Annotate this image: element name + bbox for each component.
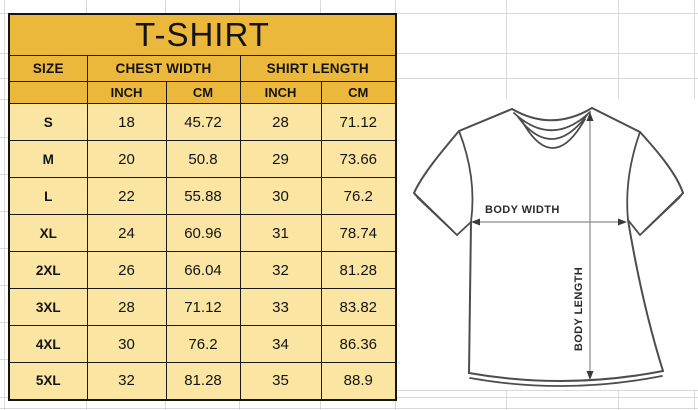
- size-cell[interactable]: 5XL: [8, 362, 88, 400]
- chart-title-cell[interactable]: T-SHIRT: [8, 13, 397, 56]
- chest-cm-cell[interactable]: 66.04: [165, 251, 241, 289]
- chest-inch-cell[interactable]: 20: [86, 140, 167, 178]
- chest-cm-cell[interactable]: 50.8: [165, 140, 241, 178]
- left-sleeve-outline: [413, 108, 513, 194]
- length-inch-cell[interactable]: 35: [239, 362, 322, 400]
- table-row: XL 24 60.96 31 78.74: [8, 214, 397, 252]
- chest-inch-cell[interactable]: 24: [86, 214, 167, 252]
- length-cm-cell[interactable]: 83.82: [320, 288, 397, 326]
- size-cell[interactable]: XL: [8, 214, 88, 252]
- collar-outline: [511, 107, 593, 122]
- body-width-label: BODY WIDTH: [485, 204, 560, 216]
- size-cell[interactable]: 4XL: [8, 325, 88, 363]
- body-length-label: BODY LENGTH: [573, 266, 585, 352]
- tshirt-measurement-diagram: BODY WIDTH BODY LENGTH: [397, 99, 698, 391]
- length-cm-cell[interactable]: 71.12: [320, 103, 397, 141]
- body-width-arrow: [471, 218, 627, 226]
- table-row: 4XL 30 76.2 34 86.36: [8, 325, 397, 363]
- length-cm-cell[interactable]: 76.2: [320, 177, 397, 215]
- body-length-arrow: [586, 112, 594, 380]
- chest-cm-cell[interactable]: 81.28: [165, 362, 241, 400]
- length-cm-cell[interactable]: 78.74: [320, 214, 397, 252]
- chest-inch-header[interactable]: INCH: [86, 81, 167, 104]
- length-inch-cell[interactable]: 29: [239, 140, 322, 178]
- length-inch-cell[interactable]: 30: [239, 177, 322, 215]
- chest-cm-header[interactable]: CM: [165, 81, 241, 104]
- size-column-header[interactable]: SIZE: [8, 55, 88, 82]
- shirt-length-header[interactable]: SHIRT LENGTH: [239, 55, 397, 82]
- right-sleeve-outline: [591, 107, 684, 194]
- size-cell[interactable]: L: [8, 177, 88, 215]
- length-cm-header[interactable]: CM: [320, 81, 397, 104]
- chest-cm-cell[interactable]: 45.72: [165, 103, 241, 141]
- size-cell[interactable]: 2XL: [8, 251, 88, 289]
- table-row: 3XL 28 71.12 33 83.82: [8, 288, 397, 326]
- chest-cm-cell[interactable]: 60.96: [165, 214, 241, 252]
- tshirt-drawing: [413, 107, 684, 387]
- table-row: 2XL 26 66.04 32 81.28: [8, 251, 397, 289]
- gridline-vertical: [4, 0, 5, 410]
- table-row: S 18 45.72 28 71.12: [8, 103, 397, 141]
- size-cell[interactable]: M: [8, 140, 88, 178]
- length-inch-cell[interactable]: 31: [239, 214, 322, 252]
- length-inch-cell[interactable]: 33: [239, 288, 322, 326]
- length-inch-header[interactable]: INCH: [239, 81, 322, 104]
- chest-inch-cell[interactable]: 32: [86, 362, 167, 400]
- table-row: M 20 50.8 29 73.66: [8, 140, 397, 178]
- length-cm-cell[interactable]: 81.28: [320, 251, 397, 289]
- chest-width-header[interactable]: CHEST WIDTH: [86, 55, 241, 82]
- body-outline: [468, 221, 472, 374]
- chest-inch-cell[interactable]: 18: [86, 103, 167, 141]
- chest-inch-cell[interactable]: 26: [86, 251, 167, 289]
- size-cell[interactable]: S: [8, 103, 88, 141]
- length-cm-cell[interactable]: 73.66: [320, 140, 397, 178]
- length-inch-cell[interactable]: 32: [239, 251, 322, 289]
- size-cell[interactable]: 3XL: [8, 288, 88, 326]
- chest-cm-cell[interactable]: 76.2: [165, 325, 241, 363]
- chest-inch-cell[interactable]: 28: [86, 288, 167, 326]
- chest-cm-cell[interactable]: 55.88: [165, 177, 241, 215]
- chest-inch-cell[interactable]: 22: [86, 177, 167, 215]
- chest-cm-cell[interactable]: 71.12: [165, 288, 241, 326]
- size-chart-table: T-SHIRT SIZE CHEST WIDTH SHIRT LENGTH IN…: [8, 13, 398, 401]
- gridline-horizontal: [0, 408, 698, 409]
- length-cm-cell[interactable]: 88.9: [320, 362, 397, 400]
- table-row: L 22 55.88 30 76.2: [8, 177, 397, 215]
- empty-header-cell[interactable]: [8, 81, 88, 104]
- length-inch-cell[interactable]: 28: [239, 103, 322, 141]
- chest-inch-cell[interactable]: 30: [86, 325, 167, 363]
- length-inch-cell[interactable]: 34: [239, 325, 322, 363]
- length-cm-cell[interactable]: 86.36: [320, 325, 397, 363]
- table-row: 5XL 32 81.28 35 88.9: [8, 362, 397, 400]
